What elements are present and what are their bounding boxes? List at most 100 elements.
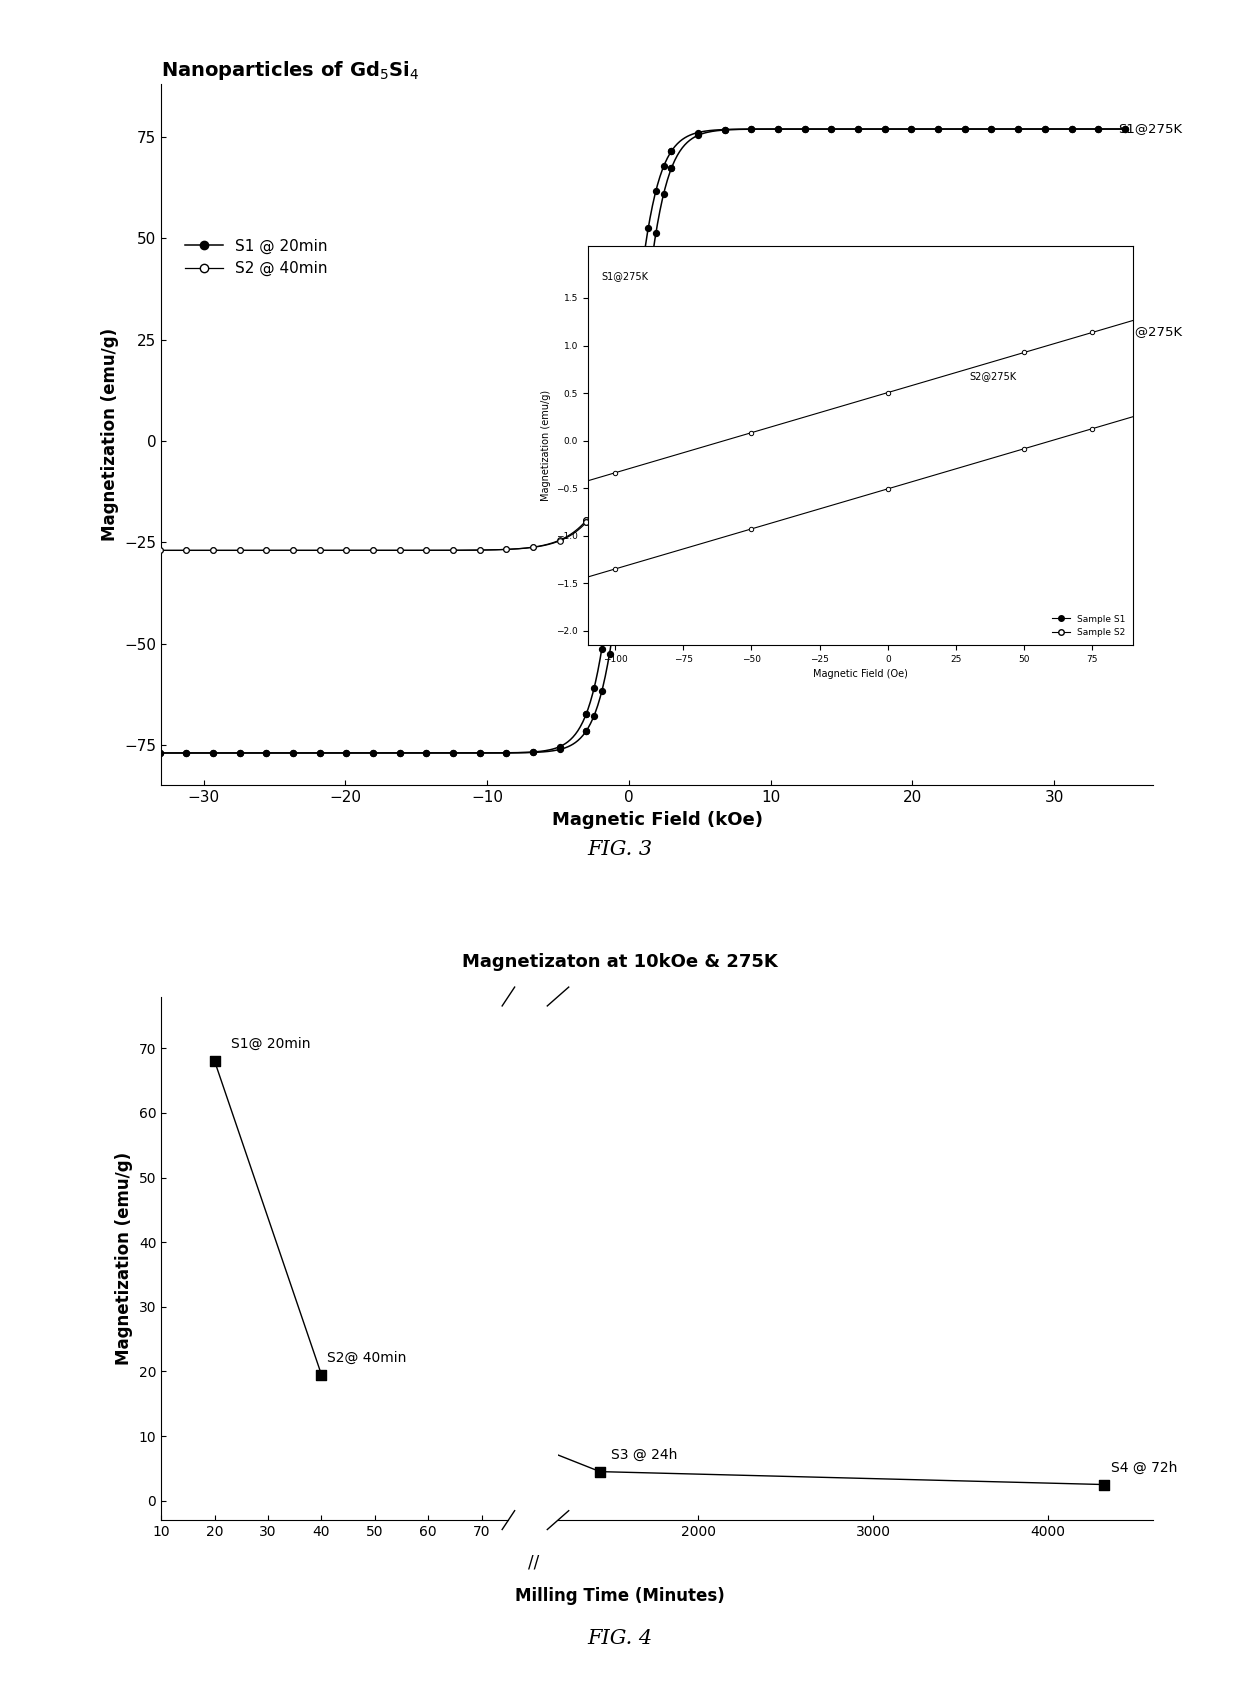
Point	[443, 537, 463, 564]
Point	[848, 115, 868, 142]
Point	[150, 740, 170, 767]
Point	[577, 507, 596, 534]
Point	[1008, 115, 1028, 142]
Point	[417, 537, 436, 564]
Y-axis label: Magnetization (emu/g): Magnetization (emu/g)	[100, 328, 119, 542]
Point	[229, 740, 249, 767]
Point	[795, 115, 815, 142]
Point	[848, 115, 868, 142]
Point	[123, 740, 143, 767]
Point	[661, 348, 681, 375]
Point	[600, 579, 620, 606]
Point	[336, 740, 356, 767]
Point	[283, 537, 303, 564]
Point	[363, 740, 383, 767]
Point	[523, 534, 543, 561]
Point	[982, 115, 1002, 142]
Point	[150, 537, 170, 564]
Point	[646, 220, 666, 247]
Text: S1@ 20min: S1@ 20min	[231, 1037, 310, 1051]
Point	[229, 740, 249, 767]
Point	[336, 740, 356, 767]
Point	[577, 701, 596, 728]
Point	[283, 537, 303, 564]
Point	[443, 537, 463, 564]
Point	[150, 537, 170, 564]
Point	[630, 348, 650, 375]
Point	[205, 1047, 224, 1074]
Point	[523, 738, 543, 765]
Point	[742, 115, 761, 142]
Point	[584, 674, 604, 701]
Point	[688, 328, 708, 355]
Point	[203, 740, 223, 767]
Point	[523, 534, 543, 561]
Point	[577, 701, 596, 728]
Point	[982, 318, 1002, 345]
Point	[875, 318, 895, 345]
Point	[600, 640, 620, 667]
Point	[875, 318, 895, 345]
Point	[1061, 115, 1081, 142]
Point	[496, 740, 516, 767]
Point	[630, 269, 650, 296]
Point	[1089, 115, 1109, 142]
Point	[822, 115, 842, 142]
Point	[443, 740, 463, 767]
Point	[822, 318, 842, 345]
Point	[639, 382, 658, 409]
Point	[257, 740, 277, 767]
Point	[929, 318, 949, 345]
Point	[646, 177, 666, 204]
Point	[661, 138, 681, 166]
Point	[742, 319, 761, 346]
Point	[653, 152, 673, 179]
Point	[389, 740, 409, 767]
Point	[929, 115, 949, 142]
Point	[389, 537, 409, 564]
Point	[549, 527, 569, 554]
Point	[283, 740, 303, 767]
Point	[653, 181, 673, 208]
Point	[1115, 115, 1135, 142]
Point	[577, 718, 596, 745]
Point	[363, 537, 383, 564]
Point	[470, 740, 490, 767]
Point	[311, 1361, 331, 1388]
Point	[1089, 318, 1109, 345]
Point	[417, 740, 436, 767]
Point	[742, 115, 761, 142]
Point	[929, 318, 949, 345]
Point	[929, 115, 949, 142]
Point	[1115, 318, 1135, 345]
Point	[417, 740, 436, 767]
Text: Milling Time (Minutes): Milling Time (Minutes)	[515, 1588, 725, 1605]
Point	[584, 500, 604, 527]
Point	[591, 635, 611, 662]
Point	[901, 318, 921, 345]
Point	[496, 535, 516, 562]
Point	[1008, 318, 1028, 345]
Point	[523, 738, 543, 765]
Point	[470, 537, 490, 564]
Point	[639, 275, 658, 302]
Point	[653, 356, 673, 383]
Point	[795, 115, 815, 142]
Point	[470, 537, 490, 564]
Point	[646, 368, 666, 395]
Point	[1089, 318, 1109, 345]
Point	[955, 115, 975, 142]
Point	[584, 497, 604, 524]
Point	[955, 115, 975, 142]
Point	[608, 453, 627, 480]
Point	[768, 319, 787, 346]
Point	[848, 318, 868, 345]
Point	[875, 115, 895, 142]
Point	[742, 319, 761, 346]
Point	[768, 115, 787, 142]
Point	[1061, 318, 1081, 345]
Point	[608, 586, 627, 613]
Point	[591, 488, 611, 515]
Point	[661, 155, 681, 182]
Text: //: //	[527, 1554, 539, 1571]
